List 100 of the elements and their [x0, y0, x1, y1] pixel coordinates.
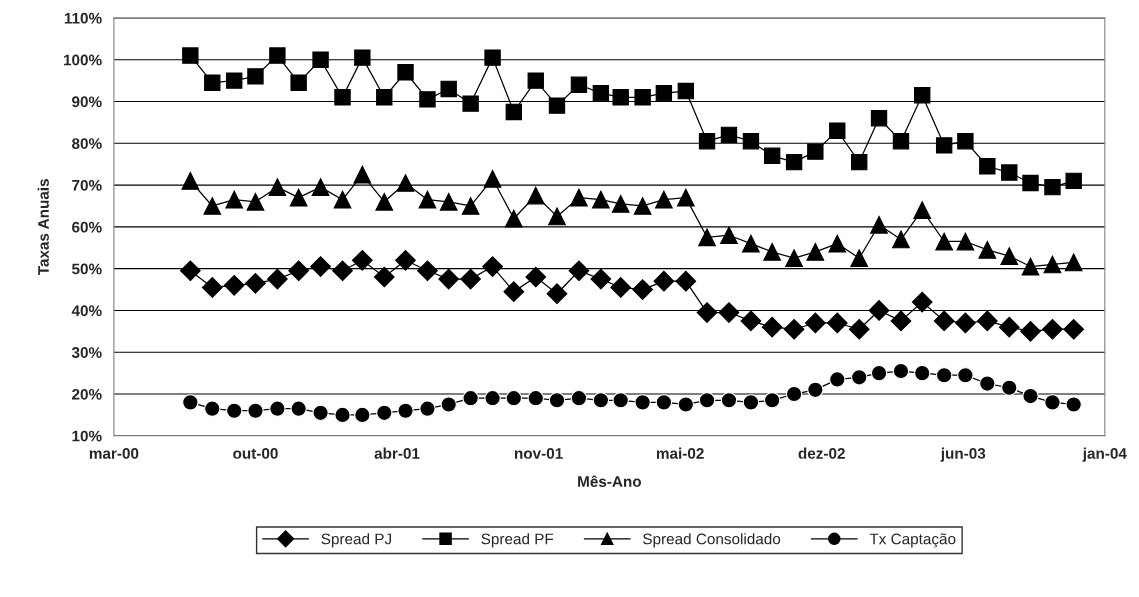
point: [610, 277, 632, 298]
y-tick-label: 110%: [64, 12, 102, 24]
point: [1065, 396, 1082, 413]
point: [957, 132, 974, 150]
point: [720, 126, 738, 144]
point: [677, 82, 695, 100]
point: [848, 318, 870, 340]
point: [440, 80, 457, 98]
point: [742, 394, 760, 411]
point: [870, 110, 888, 127]
x-tick-label: out-00: [233, 448, 278, 459]
point: [204, 400, 221, 417]
x-tick-label: mar-00: [89, 448, 139, 459]
y-tick-label: 80%: [72, 138, 102, 149]
point: [976, 310, 998, 332]
point: [438, 268, 460, 290]
point: [655, 84, 673, 102]
point: [354, 406, 371, 424]
point: [483, 169, 502, 188]
point: [310, 256, 331, 277]
point: [826, 312, 848, 334]
point: [268, 178, 287, 197]
point: [439, 192, 458, 211]
point: [1022, 174, 1039, 192]
point: [1044, 394, 1061, 411]
point: [484, 49, 501, 66]
point: [288, 260, 310, 282]
x-axis-title: Mês-Ano: [578, 475, 642, 487]
point: [332, 260, 353, 282]
legend-label: Spread Consolidado: [643, 533, 781, 548]
point: [653, 270, 675, 292]
point: [1020, 320, 1041, 342]
point: [914, 87, 931, 104]
point: [267, 268, 288, 290]
point: [417, 260, 438, 282]
point: [182, 394, 199, 411]
point: [978, 240, 997, 259]
point: [740, 310, 762, 332]
point: [763, 147, 781, 165]
point: [526, 186, 545, 205]
point: [290, 74, 307, 91]
point: [763, 243, 782, 261]
point: [785, 249, 803, 268]
point: [1044, 178, 1061, 196]
point: [935, 137, 953, 154]
point: [677, 396, 695, 413]
x-tick-label: jun-03: [940, 447, 986, 462]
point: [892, 362, 910, 380]
point: [289, 188, 308, 207]
point: [611, 194, 630, 213]
point: [718, 302, 740, 323]
point: [675, 270, 697, 292]
point: [462, 95, 479, 112]
point: [418, 190, 437, 209]
y-tick-label: 30%: [71, 347, 102, 358]
point: [720, 226, 738, 245]
point: [914, 364, 931, 382]
point: [804, 312, 826, 334]
point: [935, 367, 953, 384]
point: [785, 153, 803, 171]
point: [612, 392, 629, 409]
point: [246, 192, 265, 211]
point: [979, 158, 996, 175]
point: [698, 392, 716, 409]
point: [568, 260, 590, 282]
point: [482, 256, 503, 277]
point: [440, 396, 457, 413]
point: [806, 243, 825, 261]
point: [548, 392, 566, 409]
point: [1042, 318, 1063, 340]
x-tick-label: nov-01: [514, 448, 563, 459]
point: [592, 392, 610, 409]
point: [913, 201, 932, 220]
point: [1064, 253, 1083, 272]
legend-label: Spread PJ: [321, 533, 391, 548]
point: [592, 84, 610, 102]
point: [527, 72, 544, 89]
point: [181, 172, 200, 190]
point: [761, 316, 783, 338]
point: [654, 190, 673, 209]
point: [397, 64, 414, 81]
x-tick-label: dez-02: [798, 447, 845, 459]
point: [375, 192, 394, 211]
point: [807, 143, 824, 160]
point: [354, 49, 371, 66]
point: [933, 310, 955, 332]
point: [527, 390, 544, 407]
point: [807, 381, 824, 399]
x-tick-label: mai-02: [656, 447, 704, 459]
point: [956, 232, 975, 251]
point: [223, 274, 245, 296]
point: [1063, 318, 1085, 340]
point: [504, 209, 523, 228]
y-tick-label: 60%: [72, 221, 102, 233]
point: [633, 197, 652, 215]
point: [247, 402, 264, 419]
point: [290, 400, 307, 417]
point: [548, 97, 566, 114]
point: [397, 402, 414, 419]
point: [955, 312, 976, 334]
